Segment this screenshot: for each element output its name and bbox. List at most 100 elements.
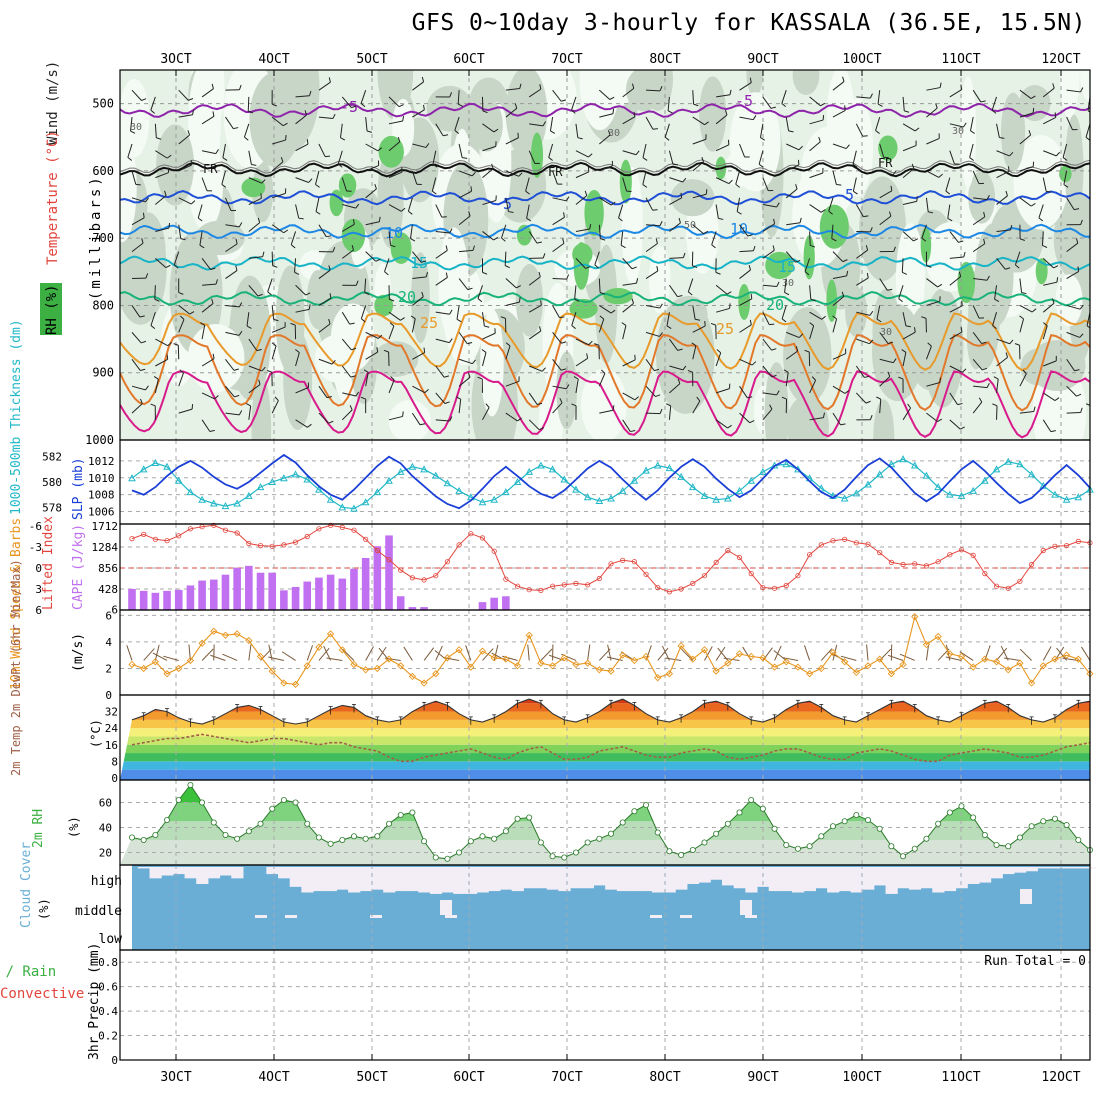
wind-barb <box>1089 392 1090 393</box>
wind-barb-flag <box>771 348 777 351</box>
wind-barb-flag <box>905 325 911 328</box>
cloud-gap-middle <box>680 915 692 918</box>
wind-barb-flag <box>410 315 416 320</box>
rh2m-point <box>853 812 860 819</box>
wind-barb-flag <box>164 190 167 196</box>
wind-barb-flag <box>308 304 311 310</box>
thickness-point <box>560 475 569 483</box>
wind-barb <box>388 379 395 394</box>
wind-barb <box>785 188 798 199</box>
wind-barb <box>318 385 328 398</box>
wind-barb <box>902 123 916 132</box>
wind-barb <box>622 392 636 401</box>
wind-barb-flag <box>1014 343 1020 346</box>
wind-barb <box>150 96 156 111</box>
wind-barb-flag <box>449 309 453 315</box>
wind-barb <box>202 283 217 286</box>
panel-border <box>119 949 1091 1061</box>
wind-barb-flag <box>747 396 753 399</box>
wind-barb <box>762 96 772 109</box>
wind-barb <box>809 231 811 246</box>
wind-barb-flag <box>914 127 920 132</box>
wind-barb-flag <box>210 267 216 270</box>
thickness-point <box>1004 457 1013 465</box>
wind-barb-flag <box>887 341 894 345</box>
wind-barb <box>1014 251 1021 266</box>
temp-band <box>120 736 1090 745</box>
surface-wind-barb <box>143 648 155 661</box>
thickness-point <box>268 477 277 485</box>
temp-band <box>120 744 1090 754</box>
cloud-gap <box>348 867 361 893</box>
wind-barb <box>575 195 588 205</box>
thickness-point <box>945 490 954 498</box>
wind-barb <box>645 358 655 371</box>
wind-speed-point <box>642 652 650 661</box>
rh2m-units: (%) <box>67 816 81 838</box>
lifted-index-line <box>131 524 1091 593</box>
wind-barb-flag <box>682 177 687 183</box>
wind-barb <box>127 143 133 158</box>
wind-barb-flag <box>821 315 826 320</box>
thickness-point <box>233 499 241 507</box>
wind-barb-flag <box>364 292 370 296</box>
rh2m-point <box>339 837 346 844</box>
wind-barb <box>267 278 273 292</box>
cape-tick: 6 <box>111 604 118 617</box>
wind-barb-flag <box>168 223 171 229</box>
wind-barb <box>528 150 536 164</box>
wind-barb <box>412 352 425 360</box>
cape-bar <box>291 586 300 610</box>
wind-barb-flag <box>539 326 542 332</box>
surface-wind-barb <box>840 655 857 661</box>
wind-speed-point <box>303 662 311 670</box>
wind-barb <box>739 143 746 158</box>
wind-barb-flag <box>947 217 953 222</box>
wind-barb <box>225 197 232 211</box>
wind-barb <box>458 215 471 226</box>
wind-speed-point <box>280 679 288 687</box>
wind-barb-flag <box>704 320 706 327</box>
wind-barb <box>435 123 444 136</box>
wind-barb-flag <box>326 395 332 399</box>
cloud-gap <box>885 867 898 894</box>
rh2m-point <box>1028 823 1035 830</box>
wind-barb-flag <box>390 376 395 381</box>
wind-barb <box>575 123 579 138</box>
surface-wind-barb <box>959 651 974 661</box>
wind-barb <box>622 116 636 125</box>
wind-barb <box>622 302 634 313</box>
lifted-index-point <box>842 536 848 542</box>
rh2m-point <box>876 825 883 832</box>
wind-barb-flag <box>421 260 427 263</box>
lifted-index-point <box>701 573 708 579</box>
wind-barb <box>692 345 697 360</box>
rh2m-point <box>970 814 977 821</box>
wind-barb-flag <box>691 342 697 347</box>
wind-barb-flag <box>1086 403 1090 407</box>
wind-barb <box>598 89 611 100</box>
wind-barb <box>879 190 893 199</box>
wind-barb <box>832 318 838 333</box>
cloud-gap <box>1025 867 1038 872</box>
cloud-gap <box>266 867 279 875</box>
cloud-level-label: high <box>91 874 122 889</box>
wind-barb <box>528 330 541 340</box>
wind-barb <box>972 243 986 253</box>
wind-barb-flag <box>410 238 416 242</box>
wind-barb-flag <box>716 349 722 354</box>
thickness-point <box>350 504 358 512</box>
wind-barb <box>762 365 773 378</box>
wind-barb <box>201 88 214 98</box>
wind-barb-flag <box>271 103 277 107</box>
wind-barb <box>178 319 185 333</box>
x-tick-top: 12OCT <box>1041 52 1080 67</box>
temp-band <box>120 719 1090 729</box>
li-tick: 6 <box>35 604 42 617</box>
wind-speed-point <box>1016 659 1024 667</box>
wind-barb <box>856 96 871 99</box>
wind-barb <box>552 216 565 226</box>
wind-barb-flag <box>938 173 943 178</box>
cloud-gap <box>920 867 933 889</box>
thickness-point <box>385 476 393 484</box>
